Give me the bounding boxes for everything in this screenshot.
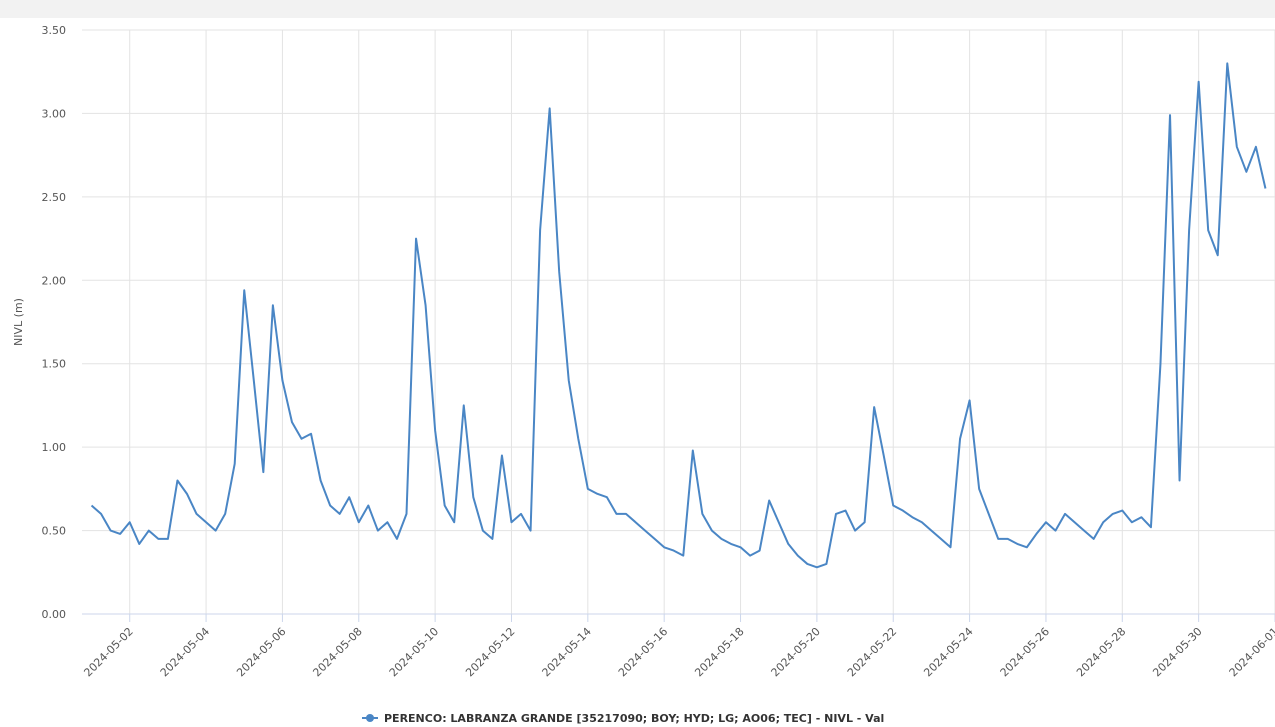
x-tick-label: 2024-05-24 [921, 625, 975, 679]
y-tick-label: 1.50 [42, 358, 67, 371]
x-tick-label: 2024-05-30 [1150, 625, 1204, 679]
x-tick-label: 2024-05-06 [234, 625, 288, 679]
x-tick-label: 2024-05-22 [845, 625, 899, 679]
legend-marker [366, 714, 374, 722]
y-tick-label: 3.50 [42, 24, 67, 37]
data-line [90, 62, 1267, 569]
x-tick-label: 2024-05-14 [540, 625, 594, 679]
top-bar [0, 0, 1275, 18]
y-tick-label: 0.50 [42, 525, 67, 538]
y-tick-label: 2.50 [42, 191, 67, 204]
x-tick-label: 2024-05-08 [310, 625, 364, 679]
y-tick-label: 2.00 [42, 274, 67, 287]
y-tick-label: 3.00 [42, 107, 67, 120]
x-tick-label: 2024-05-28 [1074, 625, 1128, 679]
x-tick-label: 2024-05-16 [616, 625, 670, 679]
x-tick-label: 2024-06-01 [1227, 625, 1275, 679]
y-tick-label: 1.00 [42, 441, 67, 454]
y-tick-label: 0.00 [42, 608, 67, 621]
x-tick-label: 2024-05-26 [998, 625, 1052, 679]
legend-label: PERENCO: LABRANZA GRANDE [35217090; BOY;… [384, 712, 884, 725]
x-tick-label: 2024-05-04 [158, 625, 212, 679]
x-tick-label: 2024-05-10 [387, 625, 441, 679]
x-tick-label: 2024-05-20 [769, 625, 823, 679]
y-axis-title: NIVL (m) [12, 298, 25, 346]
x-tick-label: 2024-05-18 [692, 625, 746, 679]
x-tick-label: 2024-05-02 [81, 625, 135, 679]
x-tick-label: 2024-05-12 [463, 625, 517, 679]
